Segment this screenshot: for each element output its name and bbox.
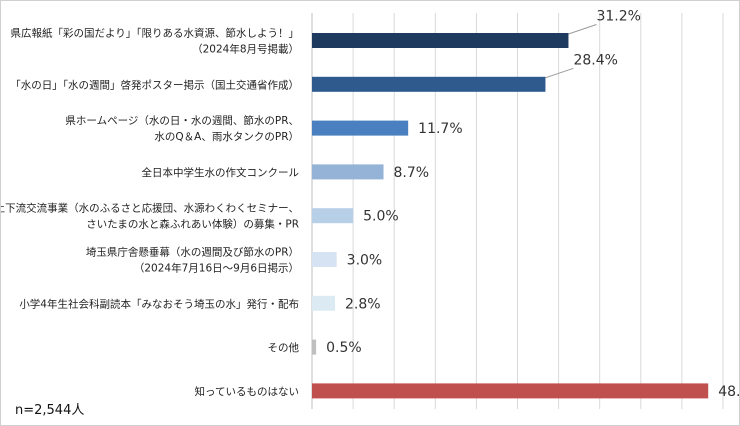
category-label: 水のQ＆A、雨水タンクのPR） (154, 131, 299, 143)
category-label: （2024年7月16日～9月6日掲示） (134, 262, 299, 275)
category-label: 知っているものはない (195, 385, 299, 398)
bar (312, 120, 409, 136)
category-label: （2024年8月号掲載） (192, 43, 299, 56)
data-label: 5.0% (363, 209, 399, 225)
category-label: 県広報紙「彩の国だより」「限りある水資源、節水しよう！」 (10, 27, 299, 40)
data-label: 48.2% (718, 384, 739, 400)
category-label: 埼玉県庁舎懸垂幕（水の週間及び節水のPR） (86, 246, 299, 259)
data-label: 3.0% (347, 253, 383, 269)
bar (312, 383, 709, 399)
data-label: 28.4% (573, 52, 617, 68)
data-label: 11.7% (418, 121, 462, 137)
category-label: 県ホームページ（水の日・水の週間、節水のPR、 (65, 114, 299, 127)
bar (312, 33, 569, 48)
category-label: 「水の日」「水の週間」啓発ポスター掲示（国土交通省作成） (10, 78, 299, 91)
category-label: 小学4年生社会科副読本「みなおそう埼玉の水」発行・配布 (19, 297, 299, 310)
data-label: 2.8% (345, 296, 381, 312)
bar (312, 252, 337, 267)
category-label: さいたまの水と森ふれあい体験）の募集・PR (86, 218, 299, 231)
bar (312, 295, 336, 311)
category-label: 全日本中学生水の作文コンクール (142, 166, 300, 179)
bar (312, 76, 546, 92)
leader-line (568, 24, 597, 35)
data-label: 31.2% (596, 9, 640, 25)
bar (312, 164, 384, 180)
bar (312, 208, 354, 224)
sample-size-note: n=2,544人 (15, 403, 85, 418)
category-label: 上下流交流事業（水のふるさと応援団、水源わくわくセミナー、 (1, 202, 299, 215)
data-label: 8.7% (394, 165, 430, 181)
bar (312, 339, 317, 355)
leader-line (545, 67, 574, 79)
data-label: 0.5% (326, 340, 362, 356)
category-label: その他 (268, 341, 300, 354)
